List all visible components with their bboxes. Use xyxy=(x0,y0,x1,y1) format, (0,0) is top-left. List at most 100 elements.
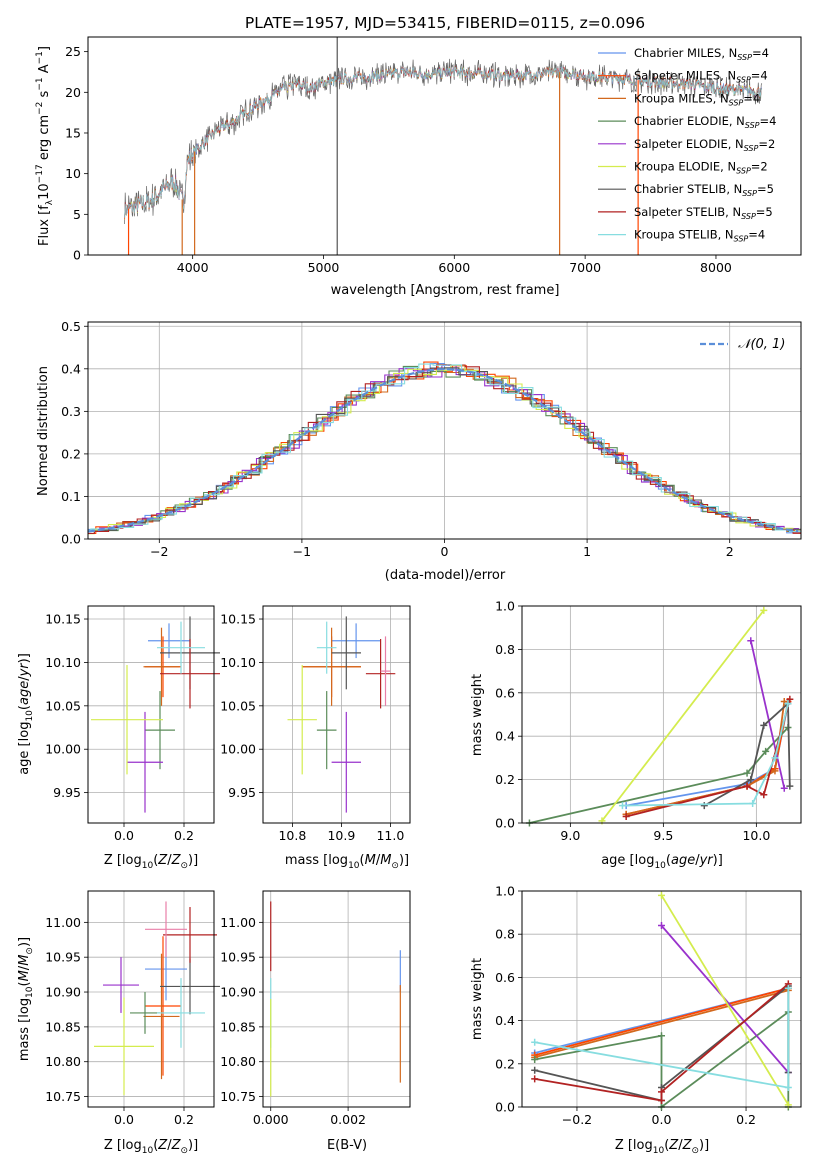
normal-reference-curve xyxy=(87,368,799,533)
kroupa_elodie-weight-marker xyxy=(760,606,768,614)
y-tick-label: 10.85 xyxy=(45,1019,81,1034)
y-tick-label: 0.2 xyxy=(495,772,515,787)
y-tick-label: 0.4 xyxy=(61,361,81,376)
kroupa_miles-weight-marker xyxy=(780,697,788,705)
kroupa_stelib-weight-marker xyxy=(771,754,779,762)
y-tick-label: 10.10 xyxy=(220,655,256,670)
x-tick-label: −1 xyxy=(293,544,311,559)
weight_vs_Z-axes: −0.2 0.0 0.2 0.0 0.2 0.4 0.6 0.8 1.0 xyxy=(495,884,802,1127)
chabrier_elodie-weight-marker xyxy=(531,1055,539,1063)
age_vs_mass-marks xyxy=(287,616,396,813)
kroupa_stelib-weight-marker xyxy=(531,1038,539,1046)
chabrier_elodie-weight-marker xyxy=(762,747,770,755)
weightz-ylabel: mass weight xyxy=(470,958,485,1040)
y-tick-label: 10.05 xyxy=(45,698,81,713)
y-tick-label: 1.0 xyxy=(495,599,515,614)
age_vs_mass-background xyxy=(263,606,410,823)
salpeter_stelib-weight-marker xyxy=(786,695,794,703)
y-tick-label: 10.90 xyxy=(220,985,256,1000)
kroupa_stelib-weight-line xyxy=(622,703,789,807)
y-tick-label: 0.0 xyxy=(61,532,81,547)
age_vs_mass-frame xyxy=(262,605,411,824)
age_vs_Z-frame xyxy=(87,605,215,824)
age_vs_Z-axes: 0.0 0.2 9.95 10.00 10.05 10.10 10.15 xyxy=(45,605,220,843)
x-tick-label: 0.2 xyxy=(736,1112,756,1127)
mass_vs_Z-background xyxy=(88,891,214,1107)
x-tick-label: 10.9 xyxy=(327,828,355,843)
salpeter_stelib-weight-marker xyxy=(658,1088,665,1096)
x-tick-label: 0.0 xyxy=(114,828,134,843)
x-tick-label: 6000 xyxy=(438,260,470,275)
massz-xlabel: Z [log10(Z/Z⊙)] xyxy=(104,1138,198,1156)
y-tick-label: 20 xyxy=(65,85,81,100)
legend-label: Kroupa MILES, NSSP=4 xyxy=(634,91,760,107)
weightage-ylabel: mass weight xyxy=(470,674,485,756)
mass_vs_EBV-background xyxy=(263,891,410,1107)
y-tick-label: 10.95 xyxy=(220,950,256,965)
y-tick-label: 0 xyxy=(73,248,81,263)
y-tick-label: 9.95 xyxy=(53,785,81,800)
spectrum-legend: Chabrier MILES, NSSP=4 Salpeter MILES, NS… xyxy=(598,46,776,244)
weight_vs_age-background xyxy=(522,606,801,823)
kroupa_miles-weight-line xyxy=(534,989,789,1059)
normal-legend-label: 𝒩(0, 1) xyxy=(738,337,785,352)
weight_vs_Z-frame xyxy=(521,890,802,1108)
x-tick-label: 0.002 xyxy=(330,1112,366,1127)
y-tick-label: 0.2 xyxy=(495,1056,515,1071)
y-tick-label: 0.8 xyxy=(495,642,515,657)
x-tick-label: 1 xyxy=(583,544,591,559)
chabrier_stelib-weight-marker xyxy=(760,721,768,729)
residual-panel: −2 −1 0 1 2 0.0 0.1 0.2 0.3 0.4 0.5 𝒩(0, 1) (data-… xyxy=(36,319,802,583)
y-tick-label: 10.95 xyxy=(45,950,81,965)
y-tick-label: 11.00 xyxy=(45,915,81,930)
x-tick-label: 10.0 xyxy=(742,828,770,843)
y-tick-label: 10.90 xyxy=(45,985,81,1000)
y-tick-label: 0.8 xyxy=(495,927,515,942)
x-tick-label: 2 xyxy=(726,544,734,559)
y-tick-label: 10.75 xyxy=(220,1089,256,1104)
y-tick-label: 10.00 xyxy=(220,742,256,757)
age_vs_Z-grid: 0.0 0.2 9.95 10.00 10.05 10.10 10.15 xyxy=(45,606,214,843)
spectrum-axes xyxy=(88,37,801,255)
residual-ylabel: Normed distribution xyxy=(36,366,51,496)
y-tick-label: 0.6 xyxy=(495,685,515,700)
x-tick-label: 10.8 xyxy=(278,828,306,843)
kroupa_elodie-weight-line xyxy=(660,894,790,1106)
legend-label: Kroupa STELIB, NSSP=4 xyxy=(634,228,765,244)
salpeter_stelib-weight-marker xyxy=(658,1097,665,1105)
weight_vs_Z-marks xyxy=(531,891,792,1111)
age_vs_Z-marks xyxy=(91,616,220,813)
x-tick-label: 0.2 xyxy=(174,1112,194,1127)
mass_vs_EBV-marks xyxy=(270,901,401,1097)
residual-histograms xyxy=(87,361,801,535)
y-tick-label: 0.2 xyxy=(61,446,81,461)
salpeter_elodie-weight-marker xyxy=(780,784,788,792)
y-tick-label: 10 xyxy=(65,166,81,181)
x-tick-label: 0.2 xyxy=(174,828,194,843)
y-tick-label: 10.75 xyxy=(45,1089,81,1104)
chabrier_elodie-weight-marker xyxy=(658,1032,665,1040)
salpeter_stelib-weight-marker xyxy=(743,782,751,790)
y-tick-label: 0.0 xyxy=(495,816,515,831)
y-tick-label: 10.80 xyxy=(220,1054,256,1069)
age_vs_mass-axes: 10.8 10.9 11.0 9.95 10.00 10.05 10.10 10.15 xyxy=(220,605,411,843)
chabrier_elodie-weight-marker xyxy=(743,769,751,777)
x-tick-label: −0.2 xyxy=(562,1112,592,1127)
residual-grid: −2 −1 0 1 2 0.0 0.1 0.2 0.3 0.4 0.5 xyxy=(61,319,801,559)
spectrum-ticks: 4000 5000 6000 7000 8000 0 5 10 15 20 25 xyxy=(65,44,732,275)
kroupa_stelib-weight-marker xyxy=(784,984,792,992)
y-tick-label: 10.00 xyxy=(45,742,81,757)
weight_vs_age-axes: 9.0 9.5 10.0 0.0 0.2 0.4 0.6 0.8 1.0 xyxy=(495,599,802,843)
small-panels: 0.0 0.2 9.95 10.00 10.05 10.10 10.15 10.8 10.9 11… xyxy=(45,599,802,1127)
kroupa_elodie-weight-marker xyxy=(658,891,665,899)
y-tick-label: 10.10 xyxy=(45,655,81,670)
y-tick-label: 9.95 xyxy=(228,785,256,800)
mass_vs_EBV-axes: 0.000 0.002 10.75 10.80 10.85 10.90 10.95 11.00 xyxy=(220,890,411,1127)
spectrum-xlabel: wavelength [Angstrom, rest frame] xyxy=(331,283,560,298)
legend-label: Kroupa ELODIE, NSSP=2 xyxy=(634,160,768,176)
legend-label: Salpeter STELIB, NSSP=5 xyxy=(634,205,773,221)
x-tick-label: 0.0 xyxy=(114,1112,134,1127)
y-tick-label: 10.80 xyxy=(45,1054,81,1069)
y-tick-label: 0.3 xyxy=(61,404,81,419)
salpeter_stelib-weight-line xyxy=(534,983,789,1102)
